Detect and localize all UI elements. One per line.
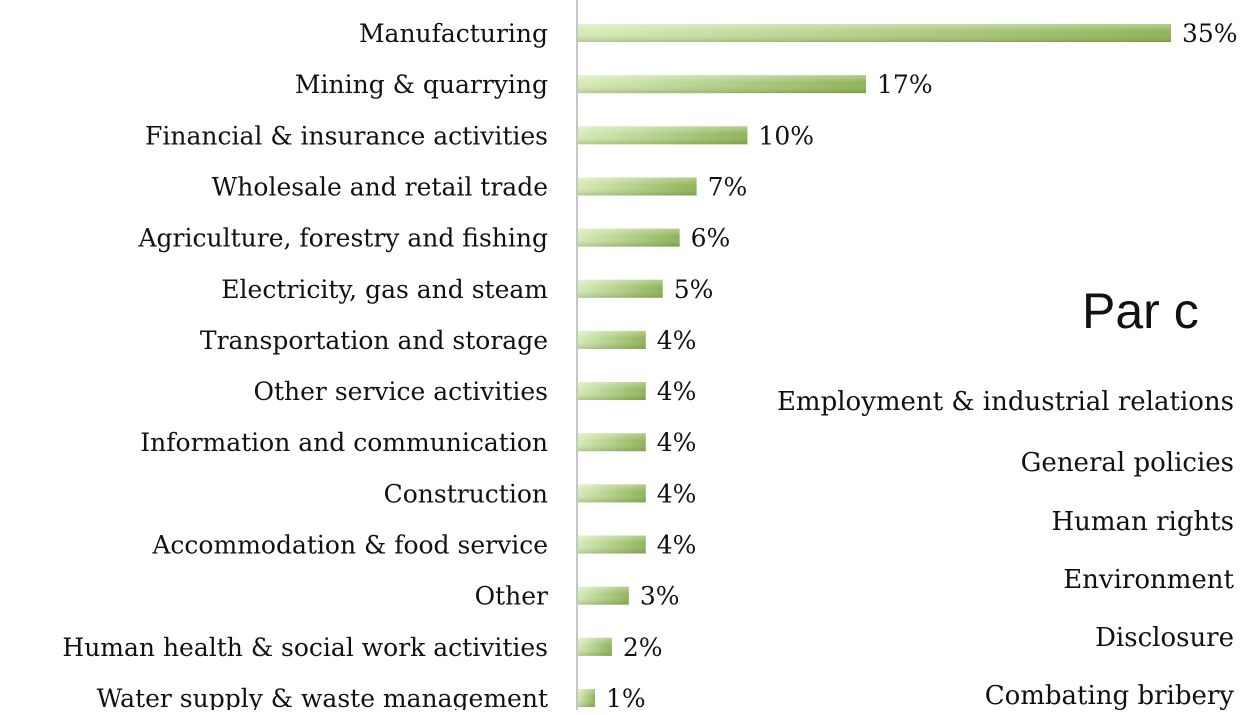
category-label: Human health & social work activities	[62, 633, 548, 662]
data-label: 10%	[758, 121, 814, 150]
category-label: Other service activities	[253, 377, 548, 406]
topic-label: Employment & industrial relations	[776, 387, 1234, 417]
data-label: 2%	[623, 633, 663, 662]
bar-shading	[578, 586, 629, 605]
topic-label: Disclosure	[1095, 623, 1234, 653]
data-label: 4%	[657, 326, 697, 355]
bar-shading	[578, 126, 748, 145]
bar-shading	[578, 75, 867, 94]
category-label: Financial & insurance activities	[145, 121, 548, 150]
bar-shading	[578, 279, 663, 298]
data-label: 1%	[606, 684, 646, 710]
data-label: 5%	[674, 275, 714, 304]
bar-shading	[578, 484, 646, 503]
data-labels: 35% 17% 10% 7% 6% 5% 4% 4% 4% 4% 4% 3% 2% 1%	[606, 19, 1238, 713]
bar-shading	[578, 535, 646, 554]
bars	[578, 24, 1171, 707]
bar-shading	[578, 330, 646, 349]
category-label: Information and communication	[140, 428, 548, 457]
bar-shading	[578, 228, 680, 247]
category-label: Construction	[384, 479, 548, 508]
category-labels: Manufacturing Mining & quarrying Financial…	[62, 19, 549, 713]
bar-shading	[578, 433, 646, 452]
data-label: 35%	[1182, 19, 1238, 48]
topic-label: Combating bribery	[984, 681, 1234, 711]
data-label: 4%	[657, 479, 697, 508]
bar-shading	[578, 177, 697, 196]
bar-shading	[578, 688, 595, 707]
bar-shading	[578, 24, 1171, 42]
overlay-title: Par c	[1082, 283, 1199, 339]
category-label: Transportation and storage	[200, 326, 548, 355]
bar-shading	[578, 382, 646, 401]
category-label: Water supply & waste management	[97, 684, 548, 710]
category-label: Other	[475, 582, 548, 611]
category-label: Manufacturing	[359, 19, 548, 48]
category-label: Mining & quarrying	[295, 70, 548, 99]
category-label: Accommodation & food service	[151, 531, 548, 560]
data-label: 4%	[657, 428, 697, 457]
data-label: 4%	[657, 377, 697, 406]
data-label: 17%	[877, 70, 933, 99]
category-label: Agriculture, forestry and fishing	[138, 224, 549, 253]
category-label: Electricity, gas and steam	[221, 275, 548, 304]
data-label: 6%	[691, 224, 731, 253]
bar-shading	[578, 637, 612, 656]
topic-label: Environment	[1063, 565, 1234, 595]
topic-label: General policies	[1020, 448, 1234, 478]
data-label: 4%	[657, 531, 697, 560]
data-label: 3%	[640, 582, 680, 611]
topic-label: Human rights	[1051, 507, 1234, 537]
category-label: Wholesale and retail trade	[212, 172, 548, 201]
data-label: 7%	[708, 172, 748, 201]
